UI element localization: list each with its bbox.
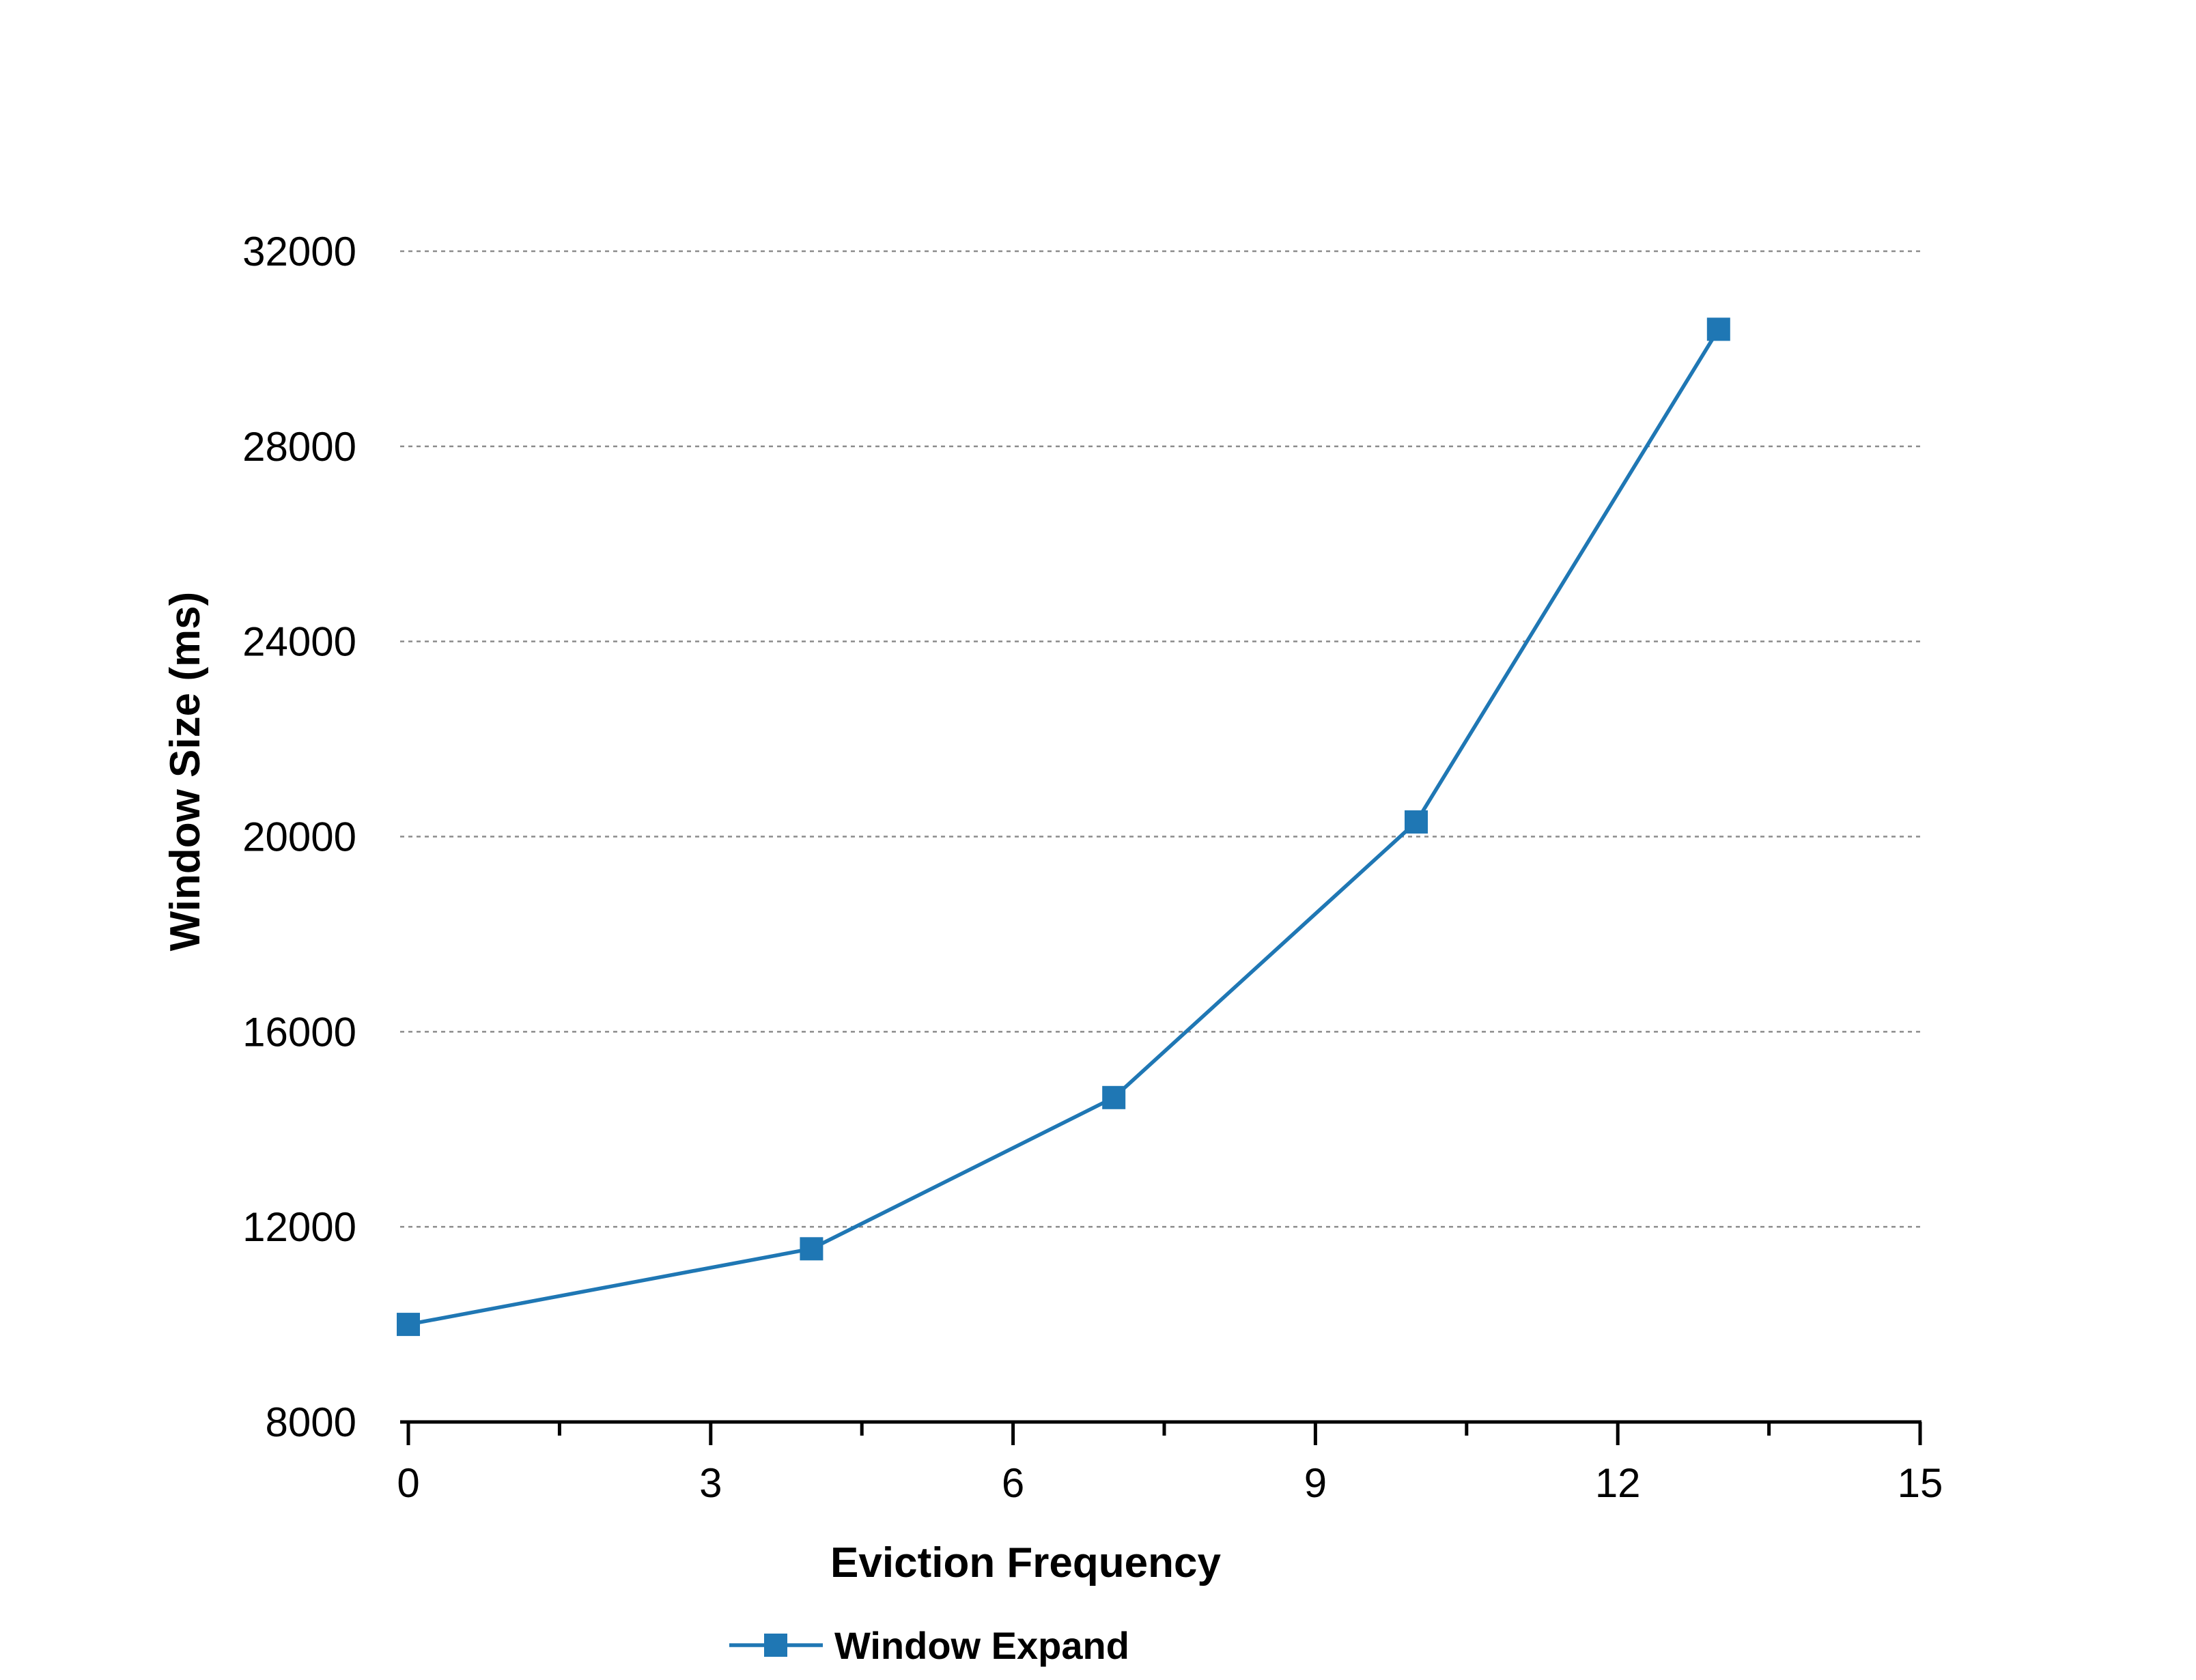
x-tick-label-0: 0	[397, 1460, 419, 1506]
legend: Window Expand	[729, 1624, 1129, 1667]
y-tick-label-24000: 24000	[242, 619, 356, 665]
legend-label-window-expand: Window Expand	[834, 1624, 1129, 1667]
x-tick-label-12: 12	[1595, 1460, 1641, 1506]
legend-marker-window-expand	[764, 1634, 787, 1657]
y-tick-label-28000: 28000	[242, 424, 356, 470]
x-tick-label-3: 3	[699, 1460, 722, 1506]
grid-lines	[400, 250, 1920, 1228]
series-layer	[397, 317, 1730, 1337]
data-point-0	[397, 1313, 420, 1337]
y-tick-label-20000: 20000	[242, 814, 356, 860]
data-point-13	[1706, 317, 1730, 341]
data-point-7	[1102, 1085, 1126, 1109]
y-axis-title: Window Size (ms)	[162, 592, 209, 951]
x-axis-ticks: 0 3 6 9 12 15	[397, 1422, 1943, 1506]
y-tick-label-12000: 12000	[242, 1204, 356, 1250]
y-tick-label-8000: 8000	[266, 1399, 356, 1445]
data-point-10	[1405, 810, 1428, 834]
x-tick-label-9: 9	[1304, 1460, 1327, 1506]
series-line-0	[408, 328, 1721, 1326]
y-axis-ticks: 8000 12000 16000 20000 24000 28000 32000	[242, 229, 356, 1445]
x-axis-title: Eviction Frequency	[830, 1539, 1221, 1586]
y-tick-label-16000: 16000	[242, 1009, 356, 1055]
y-tick-label-32000: 32000	[242, 229, 356, 274]
x-tick-label-6: 6	[1002, 1460, 1024, 1506]
data-point-4	[800, 1237, 824, 1261]
x-tick-label-15: 15	[1898, 1460, 1943, 1506]
